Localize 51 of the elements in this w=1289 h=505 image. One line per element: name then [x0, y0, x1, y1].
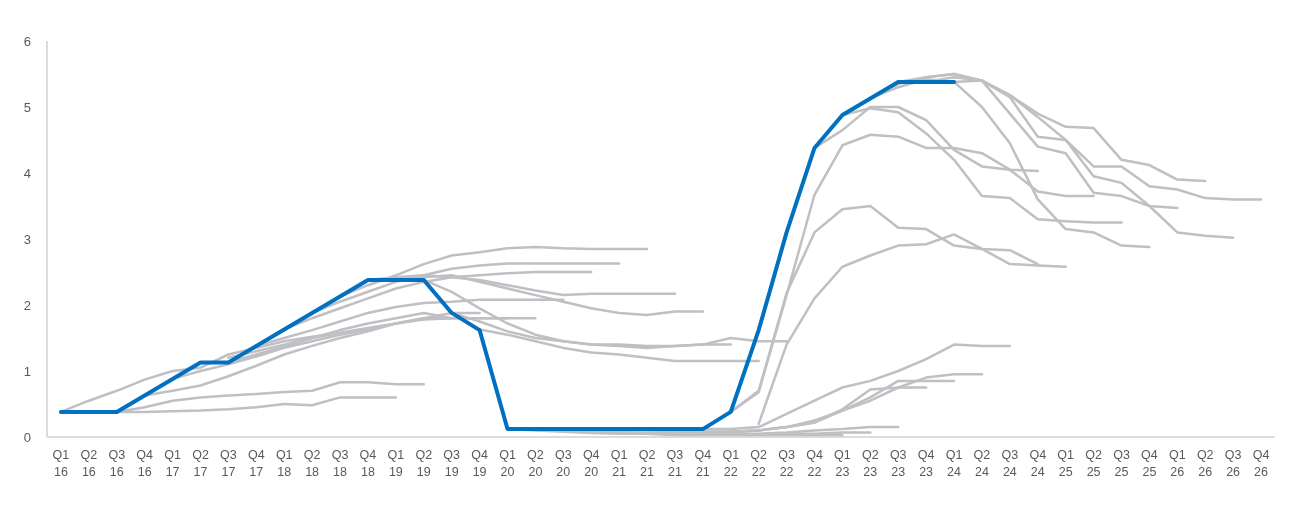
x-tick-label: Q2 18 — [303, 448, 321, 479]
x-tick-label: Q2 19 — [415, 448, 433, 479]
x-tick-label: Q1 22 — [722, 448, 740, 479]
x-tick-label: Q3 23 — [889, 448, 907, 479]
x-tick-label: Q4 16 — [136, 448, 154, 479]
x-tick-label: Q4 18 — [359, 448, 377, 479]
y-tick-label: 4 — [23, 165, 31, 181]
x-tick-label: Q4 24 — [1029, 448, 1047, 479]
x-tick-label: Q2 22 — [750, 448, 768, 479]
x-tick-label: Q1 16 — [52, 448, 70, 479]
x-tick-label: Q1 26 — [1168, 448, 1186, 479]
x-tick-label: Q2 24 — [973, 448, 991, 479]
x-tick-label: Q3 16 — [108, 448, 126, 479]
y-tick-label: 0 — [23, 429, 31, 445]
x-tick-label: Q3 22 — [778, 448, 795, 479]
x-tick-label: Q3 21 — [666, 448, 684, 479]
x-tick-label: Q3 26 — [1224, 448, 1242, 479]
x-tick-label: Q3 19 — [443, 448, 461, 479]
x-tick-label: Q1 24 — [945, 448, 963, 479]
x-tick-label: Q1 19 — [387, 448, 405, 479]
x-tick-label: Q4 25 — [1141, 448, 1158, 479]
x-tick-label: Q4 19 — [471, 448, 488, 479]
x-tick-label: Q2 20 — [527, 448, 544, 479]
y-tick-label: 6 — [23, 33, 31, 49]
x-tick-label: Q4 26 — [1252, 448, 1270, 479]
x-tick-label: Q2 17 — [192, 448, 209, 479]
x-tick-label: Q2 23 — [861, 448, 879, 479]
y-tick-label: 1 — [23, 363, 31, 379]
x-tick-label: Q1 18 — [275, 448, 293, 479]
x-tick-label: Q3 17 — [220, 448, 237, 479]
x-tick-label: Q4 17 — [247, 448, 265, 479]
x-tick-label: Q2 21 — [638, 448, 656, 479]
x-tick-label: Q1 20 — [499, 448, 516, 479]
y-tick-label: 5 — [23, 99, 31, 115]
x-tick-label: Q4 21 — [694, 448, 712, 479]
x-tick-label: Q2 26 — [1196, 448, 1214, 479]
x-tick-label: Q1 17 — [164, 448, 181, 479]
x-tick-label: Q2 25 — [1085, 448, 1102, 479]
x-tick-label: Q1 25 — [1057, 448, 1075, 479]
y-tick-label: 2 — [23, 297, 31, 313]
x-tick-label: Q1 21 — [610, 448, 628, 479]
x-tick-label: Q3 24 — [1001, 448, 1019, 479]
x-tick-label: Q4 23 — [917, 448, 935, 479]
x-tick-label: Q3 25 — [1113, 448, 1130, 479]
x-tick-label: Q3 20 — [554, 448, 572, 479]
x-tick-label: Q3 18 — [331, 448, 349, 479]
x-tick-label: Q4 22 — [806, 448, 823, 479]
x-tick-label: Q2 16 — [80, 448, 98, 479]
x-tick-label: Q4 20 — [582, 448, 600, 479]
y-tick-label: 3 — [23, 231, 31, 247]
x-tick-label: Q1 23 — [834, 448, 851, 479]
